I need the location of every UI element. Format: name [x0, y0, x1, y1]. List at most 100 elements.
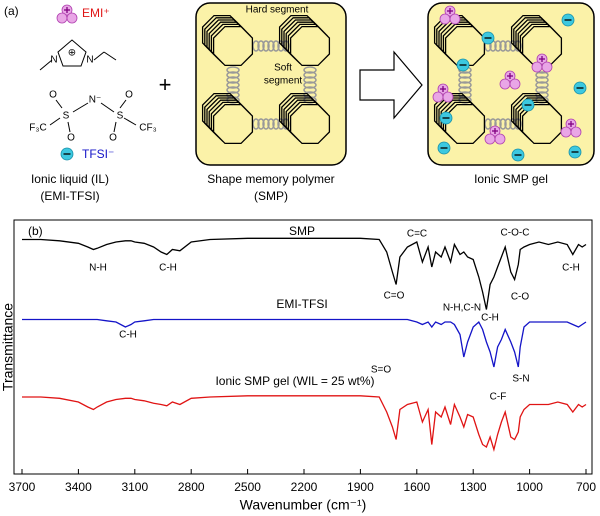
soft-segment-coil — [535, 81, 549, 89]
x-tick-label: 1000 — [516, 480, 543, 494]
il-label: (EMI-TFSI) — [40, 189, 99, 203]
il-label: Ionic liquid (IL) — [31, 172, 109, 186]
peak-annotation: C=O — [384, 291, 405, 302]
hard-segment — [289, 103, 331, 145]
soft-segment-coil — [303, 71, 317, 79]
x-tick-label: 1600 — [403, 480, 430, 494]
soft-segment-coil — [499, 118, 507, 130]
series-label: EMI-TFSI — [276, 297, 327, 311]
tfsi-label: TFSI⁻ — [82, 147, 114, 161]
gel-label: Ionic SMP gel — [474, 172, 548, 186]
bond — [67, 121, 71, 133]
x-tick-label: 3100 — [121, 480, 148, 494]
atom: CF₃ — [139, 123, 156, 134]
bond — [93, 51, 105, 61]
bond — [39, 59, 53, 71]
soft-segment-coil — [262, 118, 270, 130]
bond — [103, 51, 117, 61]
soft-segment-coil — [535, 86, 549, 94]
emi-label: EMI⁺ — [82, 6, 110, 20]
spectrum-line — [22, 237, 587, 310]
hard-segment — [521, 103, 563, 145]
series-label: Ionic SMP gel (WIL = 25 wt%) — [215, 374, 374, 388]
atom: F₃C — [29, 123, 46, 134]
arrow — [359, 50, 423, 120]
soft-segment-coil — [267, 40, 275, 52]
atom: O — [49, 90, 57, 101]
hard-segment: Hard segment — [246, 5, 309, 16]
bond — [55, 99, 63, 109]
peak-annotation: N-H,C-N — [443, 303, 481, 314]
hard-segment — [289, 25, 331, 67]
structures — [39, 39, 137, 133]
smp-label: Shape memory polymer — [207, 172, 334, 186]
y-axis-label: Transmittance — [0, 303, 16, 391]
bond — [113, 121, 117, 133]
atom: S — [117, 111, 124, 122]
x-tick-label: 3400 — [65, 480, 92, 494]
x-tick-label: 2200 — [291, 480, 318, 494]
cation-icon — [56, 12, 68, 24]
soft-segment-coil — [535, 76, 549, 84]
soft-segment-coil — [226, 81, 240, 89]
peak-annotation: N-H — [89, 263, 107, 274]
soft-segment-coil — [262, 40, 270, 52]
plus: + — [159, 72, 172, 97]
peak-annotation: C-F — [490, 392, 507, 403]
atom: N⁻ — [89, 95, 102, 106]
soft-segment-coil — [535, 71, 549, 79]
x-tick-label: 1900 — [347, 480, 374, 494]
spectrum-line — [22, 395, 587, 452]
atom: N — [50, 55, 57, 66]
hard-segment — [212, 25, 254, 67]
series-label: SMP — [289, 224, 315, 238]
cation-icon — [66, 12, 78, 24]
soft-segment-coil — [303, 66, 317, 74]
soft-segment-coil — [226, 66, 240, 74]
bond — [100, 102, 115, 113]
soft-segment-coil — [303, 86, 317, 94]
soft-segment-coil — [504, 118, 512, 130]
soft-segment-coil — [267, 118, 275, 130]
cation-icon — [570, 126, 582, 138]
cation-icon — [494, 133, 506, 145]
bond — [119, 99, 127, 109]
peak-annotation: S-N — [512, 374, 529, 385]
peak-annotation: C-H — [481, 313, 499, 324]
bond — [49, 117, 61, 126]
spectrum-line — [22, 318, 587, 368]
peak-annotation: C=C — [407, 229, 427, 240]
cation-icon — [432, 91, 444, 103]
cation-icon — [509, 78, 521, 90]
x-tick-label: 2800 — [178, 480, 205, 494]
cation-icon — [531, 61, 543, 73]
peak-annotation: S=O — [371, 365, 392, 376]
soft-segment-coil — [226, 76, 240, 84]
cation-icon — [499, 78, 511, 90]
x-axis-label: Wavenumber (cm⁻¹) — [240, 497, 367, 513]
soft-segment-coil — [504, 40, 512, 52]
soft-segment-coil — [499, 40, 507, 52]
soft-segment: Soft — [274, 63, 292, 74]
panel-label: (b) — [28, 224, 43, 238]
cation-icon — [442, 91, 454, 103]
peak-annotation: C-H — [159, 263, 177, 274]
soft-segment-coil — [303, 76, 317, 84]
bond — [72, 102, 89, 113]
soft-segment-coil — [458, 81, 472, 89]
soft-segment-coil — [226, 71, 240, 79]
atom: O — [125, 90, 133, 101]
soft-segment: segment — [264, 76, 303, 87]
emi-ring — [57, 39, 87, 67]
hard-segment — [212, 103, 254, 145]
peak-annotation: C-H — [562, 263, 580, 274]
soft-segment-coil — [272, 118, 280, 130]
soft-segment-coil — [458, 71, 472, 79]
atom: O — [109, 133, 117, 144]
cation-icon — [541, 61, 553, 73]
soft-segment-coil — [458, 76, 472, 84]
cation-icon — [439, 13, 451, 25]
x-tick-label: 700 — [576, 480, 596, 494]
x-tick-label: 2500 — [234, 480, 261, 494]
